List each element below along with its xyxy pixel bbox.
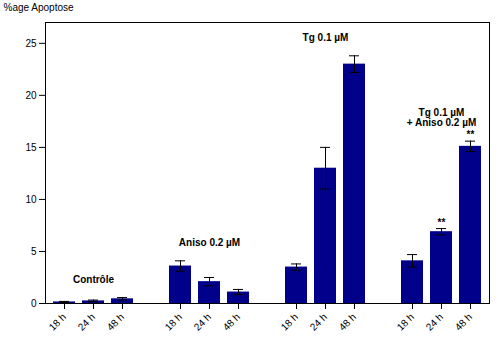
svg-text:24 h: 24 h	[424, 311, 446, 333]
svg-text:24 h: 24 h	[308, 311, 330, 333]
svg-text:Tg 0.1 µM: Tg 0.1 µM	[303, 32, 349, 43]
svg-text:18 h: 18 h	[395, 311, 417, 333]
svg-text:20: 20	[25, 90, 37, 101]
svg-text:25: 25	[25, 38, 37, 49]
svg-text:**: **	[467, 129, 475, 140]
svg-text:48 h: 48 h	[105, 311, 127, 333]
svg-text:48 h: 48 h	[453, 311, 475, 333]
svg-text:18 h: 18 h	[279, 311, 301, 333]
svg-text:%age Apoptose: %age Apoptose	[4, 2, 74, 13]
svg-text:10: 10	[25, 194, 37, 205]
svg-text:18 h: 18 h	[163, 311, 185, 333]
svg-text:Aniso 0.2 µM: Aniso 0.2 µM	[179, 237, 240, 248]
svg-text:24 h: 24 h	[192, 311, 214, 333]
svg-text:48 h: 48 h	[337, 311, 359, 333]
svg-text:18 h: 18 h	[47, 311, 69, 333]
svg-text:5: 5	[31, 246, 37, 257]
svg-text:15: 15	[25, 142, 37, 153]
svg-text:24 h: 24 h	[76, 311, 98, 333]
svg-text:Contrôle: Contrôle	[73, 274, 115, 285]
svg-text:Tg 0.1 µM+ Aniso 0.2 µM: Tg 0.1 µM+ Aniso 0.2 µM	[407, 107, 477, 128]
svg-text:0: 0	[31, 298, 37, 309]
svg-text:48 h: 48 h	[221, 311, 243, 333]
svg-text:**: **	[438, 217, 446, 228]
